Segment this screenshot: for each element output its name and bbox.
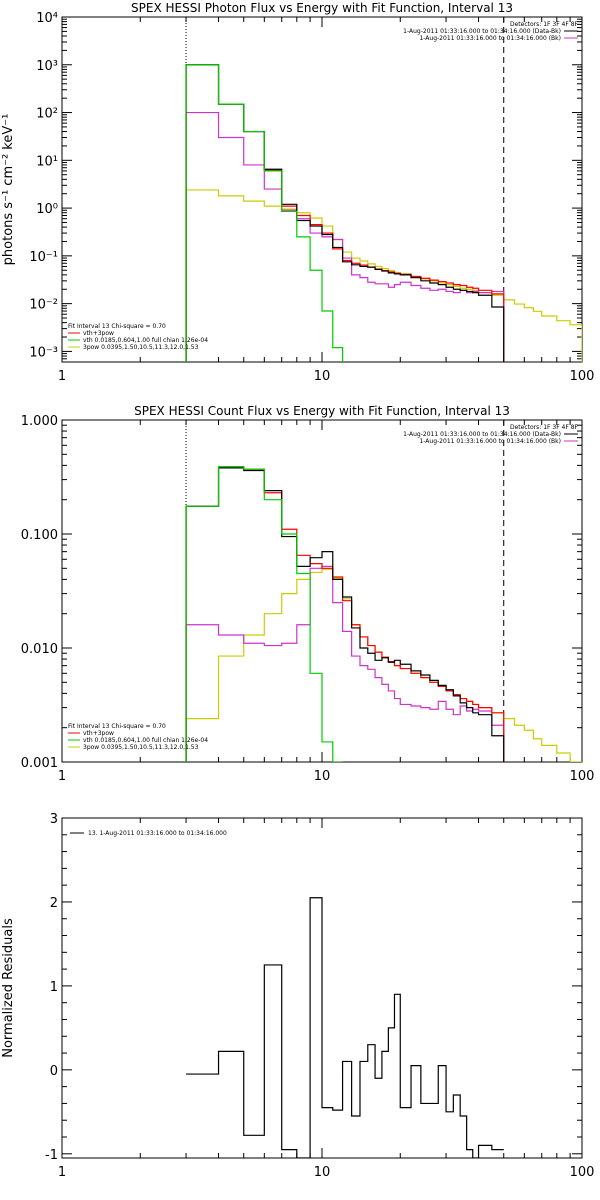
- y-tick-label: -1: [45, 1148, 58, 1163]
- x-tick-label: 1: [58, 1165, 66, 1180]
- x-tick-label: 100: [570, 1165, 595, 1180]
- series-bk: [185, 565, 505, 762]
- y-tick-label: 0: [50, 1064, 58, 1079]
- series-3pow: [185, 189, 582, 362]
- y-tick-label: 10¹: [36, 154, 58, 169]
- x-tick-label: 10: [314, 769, 331, 784]
- legend-entry: 1-Aug-2011 01:33:16.000 to 01:34:16.000 …: [403, 28, 561, 35]
- legend-entry: 1-Aug-2011 01:33:16.000 to 01:34:16.000 …: [403, 431, 561, 438]
- y-tick-label: 10⁰: [36, 202, 58, 217]
- x-tick-label: 100: [570, 769, 595, 784]
- series-vth-3pow: [185, 466, 505, 762]
- y-tick-label: 0.100: [21, 528, 58, 543]
- x-tick-label: 1: [58, 769, 66, 784]
- series-vth-3pow: [185, 64, 505, 362]
- x-tick-label: 10: [314, 1165, 331, 1180]
- y-axis-label: photons s⁻¹ cm⁻² keV⁻¹: [1, 114, 16, 266]
- legend-entry: vth 0.0185,0.604,1.00 full chian 1.26e-0…: [83, 337, 208, 344]
- y-tick-label: 10³: [36, 59, 58, 74]
- y-tick-label: 10⁻³: [29, 345, 58, 360]
- series-bk: [185, 111, 505, 362]
- legend-header: Detectors: 1F 3F 4F 8F: [510, 21, 579, 28]
- legend-header: Fit Interval 13 Chi-square = 0.70: [68, 723, 166, 730]
- y-tick-label: 10⁻²: [29, 298, 58, 313]
- residuals-panel: Normalized Residuals 1 10 100 -1 0 1 2 3 13. 1-Au…: [1, 812, 594, 1180]
- y-tick-label: 10⁻¹: [29, 250, 58, 265]
- y-tick-label: 2: [50, 896, 58, 911]
- series-data-bk: [185, 64, 505, 362]
- series-3pow: [185, 568, 582, 762]
- series-13-: [186, 897, 504, 1158]
- y-tick-label: 0.010: [21, 642, 58, 657]
- legend-entry: vth 0.0185,0.604,1.00 full chian 1.26e-0…: [83, 737, 208, 744]
- series-vth: [185, 64, 344, 362]
- chart-title: SPEX HESSI Photon Flux vs Energy with Fi…: [131, 1, 513, 15]
- legend-entry: 3pow 0.0395,1.50,10.5,11.3,12.0,1.53: [83, 344, 199, 351]
- y-axis-label: Normalized Residuals: [1, 918, 16, 1058]
- y-tick-label: 3: [50, 812, 58, 827]
- chart-title: SPEX HESSI Count Flux vs Energy with Fit…: [134, 404, 510, 418]
- y-tick-label: 1.000: [21, 414, 58, 429]
- legend-entry: vth+3pow: [83, 730, 114, 737]
- legend-entry: vth+3pow: [83, 330, 114, 337]
- series-vth: [185, 466, 343, 762]
- legend-entry: 1-Aug-2011 01:33:16.000 to 01:34:16.000 …: [419, 438, 561, 445]
- count-flux-panel: SPEX HESSI Count Flux vs Energy with Fit…: [21, 404, 595, 784]
- x-tick-label: 10: [314, 369, 331, 384]
- y-tick-label: 10²: [36, 107, 58, 122]
- photon-flux-panel: SPEX HESSI Photon Flux vs Energy with Fi…: [1, 1, 594, 384]
- legend-entry: 3pow 0.0395,1.50,10.5,11.3,12.0,1.53: [83, 744, 199, 751]
- legend-header: Detectors: 1F 3F 4F 8F: [510, 424, 579, 431]
- legend-entry: 1-Aug-2011 01:33:16.000 to 01:34:16.000 …: [419, 35, 561, 42]
- legend-entry: 13. 1-Aug-2011 01:33:16.000 to 01:34:16.…: [88, 830, 227, 837]
- y-tick-label: 0.001: [21, 756, 58, 771]
- legend-header: Fit Interval 13 Chi-square = 0.70: [68, 323, 166, 330]
- series-data-bk: [185, 467, 505, 762]
- x-tick-label: 100: [570, 369, 595, 384]
- x-tick-label: 1: [58, 369, 66, 384]
- y-tick-label: 1: [50, 980, 58, 995]
- y-tick-label: 10⁴: [36, 11, 58, 26]
